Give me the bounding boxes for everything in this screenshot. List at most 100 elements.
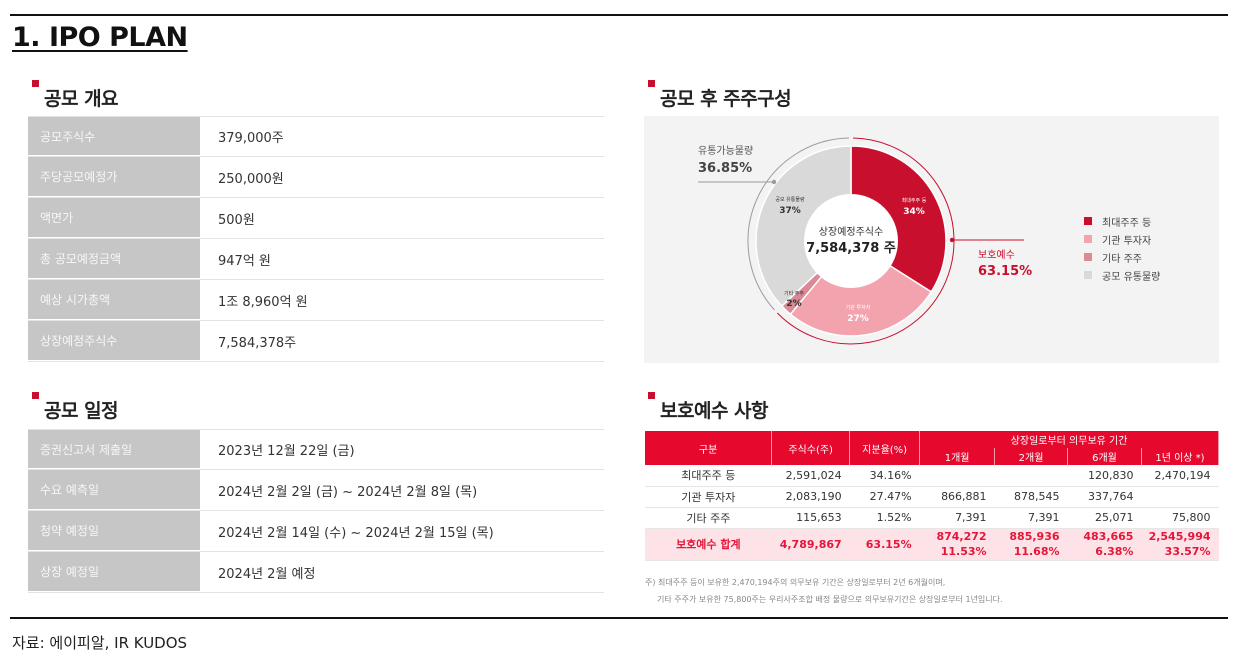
slice-value-label: 37% [779, 206, 801, 216]
slice-name-label: 최대주주 등 [902, 197, 927, 204]
donut-slice [789, 240, 933, 337]
total-p6-pct: 6.38% [1067, 544, 1142, 561]
cell-p1: 866,881 [919, 486, 995, 508]
section-marker [32, 80, 39, 87]
row-label: 증권신고서 제출일 [28, 430, 200, 469]
row-label: 액면가 [28, 198, 200, 238]
schedule-table: 증권신고서 제출일 2023년 12월 22일 (금) 수요 예측일 2024년 2… [28, 429, 604, 593]
cell-p2: 7,391 [994, 507, 1068, 529]
table-row: 총 공모예정금액 947억 원 [28, 239, 604, 280]
row-value: 2024년 2월 14일 (수) ~ 2024년 2월 15일 (목) [218, 525, 494, 541]
total-ratio: 63.15% [849, 528, 920, 561]
table-row: 액면가 500원 [28, 198, 604, 239]
total-p2: 885,936 [994, 528, 1068, 544]
legend-swatch [1084, 235, 1092, 243]
schedule-section-title: 공모 일정 [32, 392, 119, 423]
row-value: 2024년 2월 예정 [218, 566, 316, 582]
cell-category: 기관 투자자 [645, 486, 772, 508]
footnote-line-1: 주) 최대주주 등이 보유한 2,470,194주의 의무보유 기간은 상장일로… [645, 578, 946, 587]
table-row: 공모주식수 379,000주 [28, 116, 604, 157]
center-value: 7,584,378 주 [806, 241, 896, 256]
row-label: 총 공모예정금액 [28, 239, 200, 279]
row-label: 수요 예측일 [28, 470, 200, 510]
table-row: 기관 투자자 2,083,190 27.47% 866,881 878,545 … [645, 486, 1219, 508]
slice-value-label: 2% [786, 299, 801, 309]
table-row: 최대주주 등 2,591,024 34.16% 120,830 2,470,19… [645, 465, 1219, 487]
total-shares: 4,789,867 [771, 528, 850, 561]
offering-table: 공모주식수 379,000주 주당공모예정가 250,000원 액면가 500원 총 … [28, 116, 604, 362]
donut-center [804, 194, 898, 288]
slice-name-label: 기관 투자자 [846, 304, 871, 311]
row-value: 379,000주 [218, 131, 284, 146]
row-value: 7,584,378주 [218, 335, 297, 351]
slice-name-label: 기타 주주 [784, 290, 804, 297]
header-period: 6개월 [1067, 448, 1142, 465]
protect-arc [776, 137, 955, 345]
cell-p2 [994, 465, 1068, 487]
donut-slice [755, 145, 852, 308]
legend-swatch [1084, 217, 1092, 225]
cell-ratio: 27.47% [849, 486, 920, 508]
bottom-rule [10, 617, 1228, 619]
cell-ratio: 34.16% [849, 465, 920, 487]
header-category: 구분 [645, 431, 773, 465]
float-label: 유통가능물량 [698, 145, 753, 157]
legend-swatch [1084, 253, 1092, 261]
float-value: 36.85% [698, 161, 752, 176]
cell-category: 최대주주 등 [645, 465, 772, 487]
header-shares: 주식수(주) [771, 431, 851, 465]
cell-category: 기타 주주 [645, 507, 772, 529]
header-period-group: 상장일로부터 의무보유 기간 [919, 431, 1219, 448]
slice-value-label: 27% [847, 314, 869, 324]
protect-callout-dot [949, 237, 955, 243]
page-title: 1. IPO PLAN [12, 22, 188, 53]
cell-ratio: 1.52% [849, 507, 920, 529]
protect-label: 보호예수 [978, 249, 1015, 261]
legend-item: 공모 유통물량 [1084, 266, 1160, 284]
cell-shares: 115,653 [771, 507, 850, 529]
total-p1-pct: 11.53% [919, 544, 995, 561]
total-p2-pct: 11.68% [994, 544, 1068, 561]
cell-p12 [1141, 486, 1219, 508]
total-p12-pct: 33.57% [1141, 544, 1219, 561]
legend-item: 기타 주주 [1084, 248, 1160, 266]
cell-shares: 2,083,190 [771, 486, 850, 508]
total-p1: 874,272 [919, 528, 995, 544]
table-row: 예상 시가총액 1조 8,960억 원 [28, 280, 604, 321]
offering-title-text: 공모 개요 [44, 88, 119, 110]
section-marker [648, 80, 655, 87]
row-label: 청약 예정일 [28, 511, 200, 551]
row-label: 예상 시가총액 [28, 280, 200, 320]
shareholders-title-text: 공모 후 주주구성 [660, 88, 792, 110]
total-p6: 483,665 [1067, 528, 1142, 544]
total-p12: 2,545,994 [1141, 528, 1219, 544]
legend-item: 기관 투자자 [1084, 230, 1160, 248]
row-label: 주당공모예정가 [28, 157, 200, 197]
total-category: 보호예수 합계 [645, 528, 772, 561]
legend-item: 최대주주 등 [1084, 212, 1160, 230]
table-row: 주당공모예정가 250,000원 [28, 157, 604, 198]
row-value: 2023년 12월 22일 (금) [218, 444, 355, 459]
table-row: 상장 예정일 2024년 2월 예정 [28, 552, 604, 593]
row-value: 947억 원 [218, 253, 271, 269]
row-label: 상장 예정일 [28, 552, 200, 592]
row-label: 상장예정주식수 [28, 321, 200, 361]
footnote-line-2: 기타 주주가 보유한 75,800주는 우리사주조합 배정 물량으로 의무보유기… [657, 595, 1003, 604]
cell-p2: 878,545 [994, 486, 1068, 508]
legend-swatch [1084, 271, 1092, 279]
cell-p6: 337,764 [1067, 486, 1142, 508]
total-row: 보호예수 합계 4,789,867 63.15% 874,272 885,936… [645, 528, 1219, 561]
lockup-table: 구분 주식수(주) 지분율(%) 상장일로부터 의무보유 기간 1개월 2개월 … [645, 431, 1220, 561]
legend-label: 최대주주 등 [1102, 217, 1152, 229]
section-marker [648, 392, 655, 399]
center-label: 상장예정주식수 [819, 226, 883, 238]
row-value: 1조 8,960억 원 [218, 294, 308, 310]
shareholders-section-title: 공모 후 주주구성 [648, 80, 792, 111]
slice-name-label: 공모 유통물량 [775, 196, 805, 203]
float-arc [747, 137, 849, 311]
row-label: 공모주식수 [28, 117, 200, 156]
cell-p6: 120,830 [1067, 465, 1142, 487]
schedule-title-text: 공모 일정 [44, 400, 119, 422]
table-row: 증권신고서 제출일 2023년 12월 22일 (금) [28, 429, 604, 470]
lockup-section-title: 보호예수 사항 [648, 392, 769, 423]
